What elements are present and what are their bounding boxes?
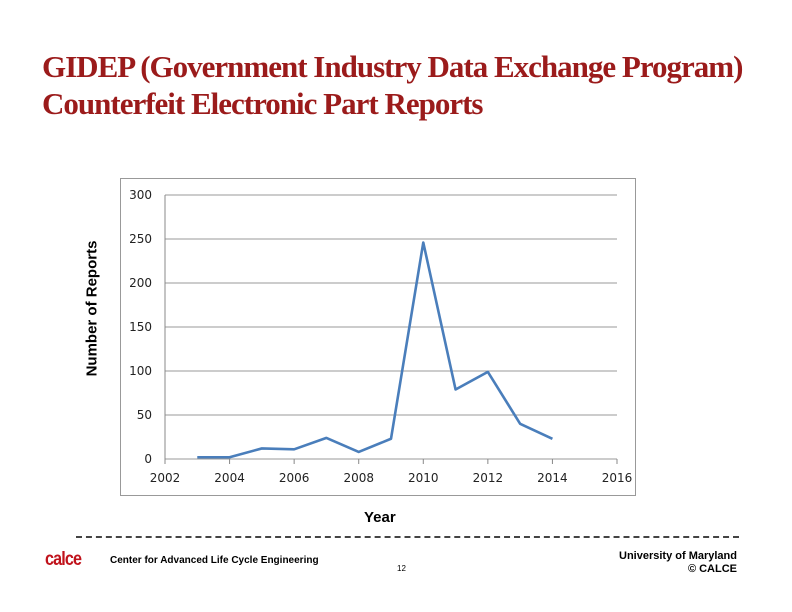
x-tick-label: 2010: [408, 471, 439, 485]
y-tick-label: 50: [137, 408, 152, 422]
slide-title: GIDEP (Government Industry Data Exchange…: [42, 49, 743, 121]
y-tick-label: 150: [129, 320, 152, 334]
footer-divider: [76, 536, 739, 538]
y-tick-label: 200: [129, 276, 152, 290]
calce-logo: calce: [45, 549, 82, 570]
chart-frame: [120, 178, 636, 496]
x-tick-label: 2016: [602, 471, 633, 485]
x-tick-label: 2004: [214, 471, 245, 485]
university-block: University of Maryland © CALCE: [619, 550, 737, 576]
x-tick-label: 2014: [537, 471, 568, 485]
university-name: University of Maryland: [619, 550, 737, 562]
x-tick-label: 2006: [279, 471, 310, 485]
x-tick-label: 2012: [473, 471, 504, 485]
series-line: [197, 241, 553, 459]
y-tick-label: 300: [129, 188, 152, 202]
copyright: © CALCE: [687, 563, 737, 575]
center-name: Center for Advanced Life Cycle Engineeri…: [110, 555, 319, 566]
y-axis-label: Number of Reports: [83, 240, 101, 377]
y-tick-label: 100: [129, 364, 152, 378]
x-tick-label: 2008: [343, 471, 374, 485]
x-tick-label: 2002: [150, 471, 181, 485]
x-axis-label: Year: [364, 509, 396, 526]
y-tick-label: 250: [129, 232, 152, 246]
page-number: 12: [397, 564, 406, 573]
y-tick-label: 0: [144, 452, 152, 466]
